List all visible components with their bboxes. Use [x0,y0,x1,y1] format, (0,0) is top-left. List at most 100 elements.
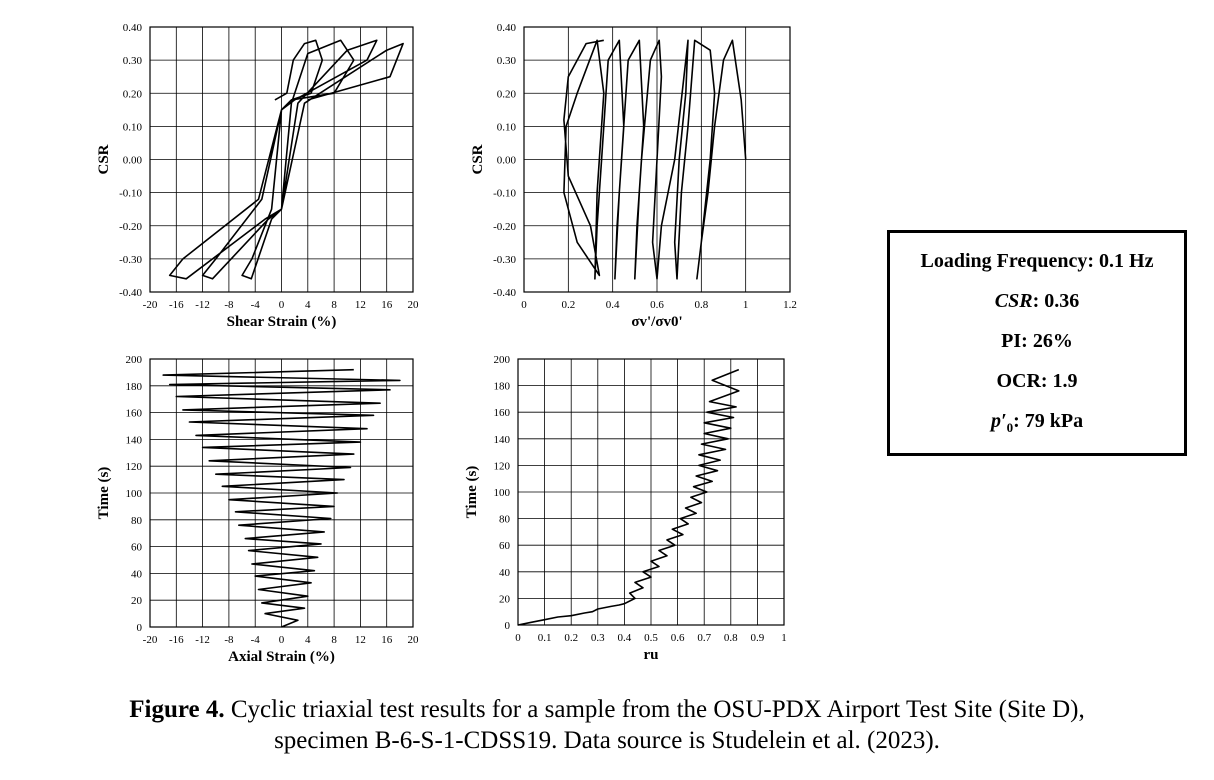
caption-figure-label: Figure 4. [129,696,225,723]
csr-param: CSR: 0.36 [995,290,1079,313]
y-tick-label: -0.10 [493,188,516,200]
x-tick-label: -8 [224,299,234,311]
x-tick-label: 12 [355,299,366,311]
y-tick-label: 20 [131,595,143,607]
x-tick-label: -16 [169,299,184,311]
x-tick-label: 20 [408,634,420,646]
series-line [517,368,740,626]
p0-value: : 79 kPa [1013,410,1084,433]
y-tick-label: -0.20 [119,221,142,233]
p0-subscript: 0 [1006,420,1014,436]
x-tick-label: -4 [251,299,261,311]
y-tick-label: -0.30 [493,254,516,266]
y-tick-label: -0.40 [119,287,142,299]
y-tick-label: 0.00 [123,155,143,167]
x-tick-label: 0.5 [644,632,658,644]
y-tick-label: 160 [126,408,143,420]
series-line [563,39,747,280]
x-tick-label: 0.4 [618,632,632,644]
x-axis-label: σv'/σv0' [631,314,682,330]
y-tick-label: 100 [494,487,511,499]
time-axial-strain-chart: -20 -16 -12 -8 -4 0 4 8 12 16 20200180160140120100… [96,354,419,665]
y-tick-label: 0.30 [497,55,517,67]
x-tick-label: 1 [781,632,787,644]
y-axis-label: Time (s) [464,466,480,519]
x-tick-label: 0 [521,299,527,311]
x-tick-label: 1 [743,299,749,311]
x-tick-label: -4 [251,634,261,646]
x-tick-label: 0.6 [671,632,685,644]
caption-line-1: Cyclic triaxial test results for a sampl… [224,696,1085,723]
x-axis-label: Shear Strain (%) [227,314,337,330]
test-parameters-box: Loading Frequency: 0.1 Hz CSR: 0.36 PI: … [887,230,1187,456]
y-tick-label: -0.30 [119,254,142,266]
x-tick-label: 0.7 [697,632,711,644]
x-tick-label: -16 [169,634,184,646]
x-tick-label: 0.9 [751,632,765,644]
x-tick-label: 16 [381,634,393,646]
y-tick-label: 0.20 [497,88,517,100]
x-tick-label: 8 [331,299,337,311]
y-tick-label: 100 [126,488,143,500]
x-tick-label: 0.1 [538,632,552,644]
ocr-label: OCR: 1.9 [996,370,1078,393]
caption-line-2: specimen B-6-S-1-CDSS19. Data source is … [274,727,940,754]
x-tick-label: 1.2 [783,299,797,311]
csr-stress-ratio-chart: 0 0.2 0.4 0.6 0.8 1 1.2 0.40 0.30 0.20 0.10 0.00 -0.… [470,22,797,330]
x-tick-label: 8 [331,634,337,646]
plot-frame [523,26,791,293]
x-tick-label: 20 [408,299,420,311]
y-tick-label: 0.30 [123,55,143,67]
x-tick-label: 16 [381,299,393,311]
y-tick-label: 120 [126,461,143,473]
y-axis-label: CSR [96,144,112,174]
x-tick-label: 4 [305,634,311,646]
csr-shear-strain-chart: -20 -16 -12 -8 -4 0 4 8 12 16 20 0.40 0.30 0.20 0.10 0.… [96,22,419,330]
y-tick-label: 0 [505,620,511,632]
csr-value: : 0.36 [1032,289,1080,312]
y-tick-label: 200 [494,354,511,366]
x-tick-label: 0.2 [561,299,575,311]
y-tick-label: 20 [499,593,511,605]
plot-frame [149,26,414,293]
x-tick-label: 0.4 [606,299,620,311]
y-axis-label: Time (s) [96,467,112,520]
figure-canvas: -20 -16 -12 -8 -4 0 4 8 12 16 200.400.300.200.100.… [96,22,797,665]
y-tick-label: 0.40 [497,22,517,34]
loading-frequency-label: Loading Frequency: 0.1 Hz [920,249,1154,272]
x-tick-label: -12 [195,634,210,646]
x-axis-label: Axial Strain (%) [228,649,335,665]
y-tick-label: 180 [126,381,143,393]
p0-param: p′0: 79 kPa [991,410,1083,436]
pi-label: PI: 26% [1001,329,1073,352]
y-tick-label: 40 [131,568,143,580]
y-tick-label: 140 [494,434,511,446]
y-tick-label: -0.40 [493,287,516,299]
y-tick-label: 40 [499,567,511,579]
y-tick-label: 0.00 [497,155,517,167]
x-axis-label: ru [644,647,659,663]
y-tick-label: -0.10 [119,188,142,200]
y-tick-label: 120 [494,460,511,472]
x-tick-label: 12 [355,634,366,646]
y-tick-label: 200 [126,354,143,366]
y-tick-label: 0.40 [123,22,143,34]
y-tick-label: 0 [137,622,143,634]
y-tick-label: 80 [131,515,143,527]
x-tick-label: 0.8 [724,632,738,644]
time-ru-chart: 0 0.1 0.2 0.3 0.4 0.5 0.6 0.7 0.8 0.9 120018016014… [464,354,787,663]
y-tick-label: 80 [499,514,511,526]
series-line [162,368,401,628]
y-tick-label: 160 [494,407,511,419]
y-tick-label: 0.10 [123,121,143,133]
y-tick-label: 60 [131,542,143,554]
y-tick-label: -0.20 [493,221,516,233]
csr-symbol: CSR [994,289,1033,312]
p0-symbol: p′ [990,410,1007,433]
x-tick-label: -20 [143,634,158,646]
x-tick-label: 0.6 [650,299,664,311]
x-tick-label: 0.8 [694,299,708,311]
y-tick-label: 0.20 [123,88,143,100]
y-axis-label: CSR [470,144,486,174]
y-tick-label: 60 [499,540,511,552]
